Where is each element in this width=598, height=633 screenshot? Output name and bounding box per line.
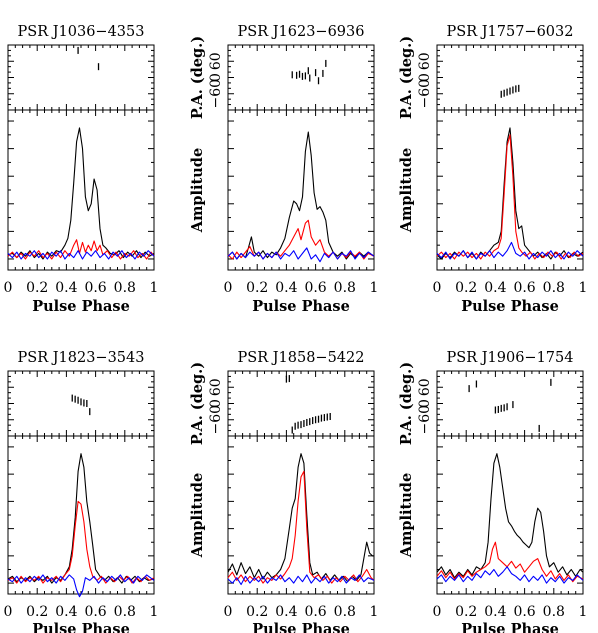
series-line-total [436, 127, 584, 260]
amplitude-axis-label: Amplitude [189, 473, 206, 558]
series-line-linear [436, 134, 584, 260]
x-tick-label: 0.6 [304, 280, 326, 296]
pa-frame [436, 370, 584, 437]
panel-title: PSR J1906−1754 [447, 350, 574, 366]
pa-tick-label: −60 [208, 79, 224, 109]
panel-title: PSR J1623−6936 [238, 24, 365, 40]
panel-title: PSR J1757−6032 [447, 24, 574, 40]
x-axis-label: Pulse Phase [32, 298, 130, 315]
series-line-circular [227, 574, 375, 586]
panel-4: PSR J1823−3543 0 0.2 0.4 0.6 0.8 1 Pulse Phase [4, 350, 159, 633]
pa-tick-label: −60 [208, 405, 224, 435]
pa-axis-label: P.A. (deg.) [189, 362, 206, 445]
amplitude-frame [227, 435, 375, 595]
x-tick-label: 1 [579, 280, 588, 296]
series-line-linear [227, 219, 375, 260]
series-line-circular [7, 250, 155, 260]
x-axis-label: Pulse Phase [252, 298, 350, 315]
x-axis-label: Pulse Phase [32, 621, 130, 633]
pa-axis-label: P.A. (deg.) [189, 36, 206, 119]
x-tick-label: 0.2 [455, 604, 477, 620]
x-tick-label: 0.4 [55, 604, 77, 620]
pa-tick-label: 60 [208, 52, 224, 70]
panel-3: PSR J1757−6032 0 0.2 0.4 0.6 0.8 1 Pulse Phase −… [398, 24, 587, 315]
x-tick-label: 0.6 [513, 604, 535, 620]
pa-tick-label: 60 [208, 378, 224, 396]
x-tick-label: 0.4 [484, 280, 506, 296]
x-tick-label: 0.4 [275, 280, 297, 296]
x-tick-label: 1 [370, 280, 379, 296]
pa-axis-label: P.A. (deg.) [398, 36, 415, 119]
pa-tick-label: 60 [417, 378, 433, 396]
x-tick-label: 1 [150, 604, 159, 620]
x-tick-label: 0 [4, 280, 13, 296]
series-line-circular [227, 247, 375, 263]
x-tick-label: 0.2 [246, 280, 268, 296]
x-tick-label: 0.8 [114, 604, 136, 620]
panel-title: PSR J1036−4353 [18, 24, 145, 40]
x-tick-label: 0.2 [26, 604, 48, 620]
x-tick-label: 0.8 [543, 604, 565, 620]
x-tick-label: 0.8 [334, 604, 356, 620]
x-tick-label: 0.2 [455, 280, 477, 296]
amplitude-frame [7, 435, 155, 595]
series-line-total [7, 453, 155, 584]
x-tick-label: 0 [224, 280, 233, 296]
panel-2: PSR J1623−6936 0 0.2 0.4 0.6 0.8 1 Pulse Phase −… [189, 24, 378, 315]
pa-tick-label: 0 [208, 73, 224, 82]
panel-title: PSR J1823−3543 [18, 350, 145, 366]
x-tick-label: 0.4 [55, 280, 77, 296]
amplitude-axis-label: Amplitude [189, 148, 206, 233]
x-axis-label: Pulse Phase [461, 298, 559, 315]
x-tick-label: 1 [150, 280, 159, 296]
pa-tick-label: −60 [417, 405, 433, 435]
pa-frame [7, 44, 155, 111]
x-tick-label: 0.6 [513, 280, 535, 296]
panel-6: PSR J1906−1754 0 0.2 0.4 0.6 0.8 1 Pulse Phase −… [398, 350, 587, 633]
pa-tick-label: −60 [417, 79, 433, 109]
amplitude-frame [227, 109, 375, 271]
x-tick-label: 0.2 [246, 604, 268, 620]
x-axis-label: Pulse Phase [461, 621, 559, 633]
pa-axis-label: P.A. (deg.) [398, 362, 415, 445]
x-tick-label: 0.8 [114, 280, 136, 296]
pa-tick-label: 0 [417, 399, 433, 408]
x-tick-label: 0.6 [84, 280, 106, 296]
x-tick-label: 0 [4, 604, 13, 620]
series-line-circular [7, 574, 155, 598]
x-tick-label: 0.4 [275, 604, 297, 620]
x-tick-label: 0.6 [304, 604, 326, 620]
series-line-circular [436, 566, 584, 584]
x-tick-label: 0.2 [26, 280, 48, 296]
series-line-circular [436, 241, 584, 260]
x-tick-label: 1 [579, 604, 588, 620]
panel-title: PSR J1858−5422 [238, 350, 365, 366]
pa-tick-label: 0 [208, 399, 224, 408]
x-tick-label: 0 [433, 604, 442, 620]
x-tick-label: 0.6 [84, 604, 106, 620]
series-line-linear [227, 470, 375, 584]
x-tick-label: 0 [224, 604, 233, 620]
pa-tick-label: 0 [417, 73, 433, 82]
series-line-total [436, 453, 584, 579]
series-line-total [7, 127, 155, 260]
panel-1: PSR J1036−4353 0 0.2 0.4 0.6 0.8 1 Pulse Phase [4, 24, 159, 315]
x-tick-label: 1 [370, 604, 379, 620]
series-line-total [227, 453, 374, 583]
x-axis-label: Pulse Phase [252, 621, 350, 633]
amplitude-axis-label: Amplitude [398, 473, 415, 558]
pa-frame [436, 44, 584, 111]
amplitude-axis-label: Amplitude [398, 148, 415, 233]
panel-5: PSR J1858−5422 0 0.2 0.4 0.6 0.8 1 Pulse Phase −… [189, 350, 378, 633]
series-line-linear [7, 500, 155, 584]
pa-tick-label: 60 [417, 52, 433, 70]
x-tick-label: 0.8 [543, 280, 565, 296]
x-tick-label: 0 [433, 280, 442, 296]
x-tick-label: 0.8 [334, 280, 356, 296]
x-tick-label: 0.4 [484, 604, 506, 620]
pa-frame [227, 44, 375, 111]
